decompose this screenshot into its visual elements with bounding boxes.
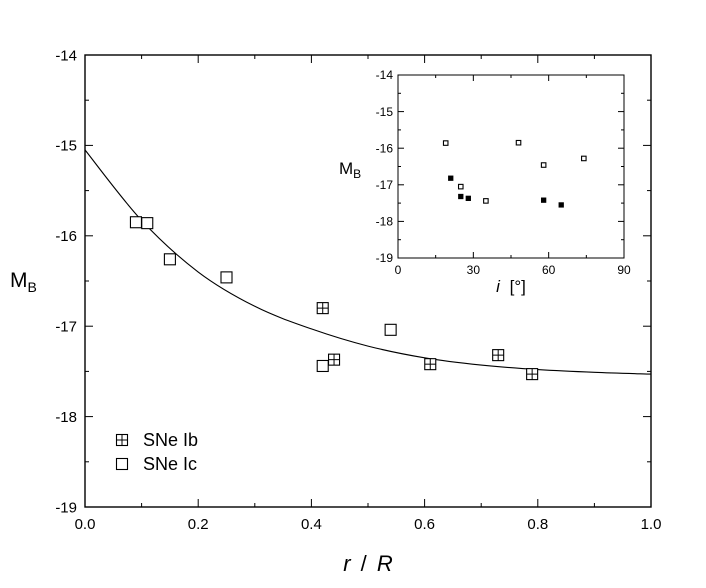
main-y-axis-title-sub: B bbox=[28, 279, 37, 295]
data-point-ib bbox=[492, 349, 505, 362]
data-point-ib bbox=[316, 302, 329, 315]
inset-y-axis-title-sub: B bbox=[353, 167, 361, 181]
y-tick-label: -17 bbox=[376, 178, 394, 192]
inset-data-points bbox=[442, 139, 587, 208]
legend-item-ib: SNe Ib bbox=[115, 430, 198, 450]
x-tick-label: 0.6 bbox=[414, 516, 435, 533]
data-point-ic bbox=[163, 253, 176, 266]
y-tick-label: -18 bbox=[376, 215, 394, 229]
inset-point-open bbox=[442, 140, 449, 146]
legend-marker-square-plus bbox=[115, 433, 129, 447]
x-tick-label: 0.2 bbox=[188, 516, 209, 533]
inset-point-open bbox=[540, 162, 547, 168]
y-tick-label: -15 bbox=[55, 138, 77, 155]
main-axis-ticks bbox=[84, 54, 652, 508]
main-y-axis-title-main: M bbox=[10, 269, 28, 292]
inset-point-filled bbox=[540, 197, 547, 203]
x-tick-label: 0.0 bbox=[75, 516, 96, 533]
y-tick-label: -16 bbox=[376, 141, 394, 155]
legend: SNe Ib SNe Ic bbox=[115, 430, 198, 474]
inset-point-filled bbox=[458, 193, 464, 200]
data-point-ic bbox=[129, 216, 142, 229]
y-tick-label: -14 bbox=[55, 47, 77, 64]
x-tick-label: 60 bbox=[542, 263, 556, 277]
main-data-points bbox=[129, 216, 539, 381]
y-tick-label: -16 bbox=[55, 228, 77, 245]
inset-point-filled bbox=[465, 195, 471, 201]
inset-y-tick-labels: -14 -15 -16 -17 -18 -19 bbox=[376, 68, 394, 265]
x-tick-label: 90 bbox=[617, 263, 631, 277]
y-tick-label: -14 bbox=[376, 68, 394, 82]
inset-plot: 0 30 60 90 -14 -15 -16 -17 -18 -19 i [°] MB bbox=[339, 68, 631, 296]
x-tick-label: 0.8 bbox=[527, 516, 548, 533]
x-tick-label: 30 bbox=[467, 263, 481, 277]
legend-label-ic: SNe Ic bbox=[143, 454, 197, 474]
legend-item-ic: SNe Ic bbox=[115, 454, 197, 474]
data-point-ib bbox=[526, 368, 539, 381]
inset-point-open bbox=[457, 183, 464, 190]
inset-y-axis-title: MB bbox=[339, 159, 361, 181]
inset-axis-ticks bbox=[397, 74, 625, 259]
data-point-ic bbox=[316, 359, 329, 373]
data-point-ib bbox=[327, 353, 341, 366]
inset-x-tick-labels: 0 30 60 90 bbox=[395, 263, 631, 277]
legend-marker-open-square bbox=[115, 457, 129, 471]
data-point-ib bbox=[424, 358, 437, 371]
y-tick-label: -17 bbox=[55, 318, 77, 335]
x-tick-label: 0 bbox=[395, 263, 402, 277]
x-tick-label: 0.4 bbox=[301, 516, 322, 533]
y-tick-label: -18 bbox=[55, 409, 77, 426]
inset-point-open bbox=[483, 198, 489, 204]
y-tick-label: -15 bbox=[376, 105, 394, 119]
inset-x-axis-title-var: i bbox=[496, 277, 501, 296]
y-tick-label: -19 bbox=[376, 251, 394, 265]
fit-curve bbox=[84, 149, 652, 375]
main-x-axis-title-var: r bbox=[343, 551, 352, 576]
y-tick-label: -19 bbox=[55, 499, 77, 516]
inset-point-open bbox=[581, 155, 587, 162]
x-tick-label: 1.0 bbox=[641, 516, 662, 533]
inset-point-filled bbox=[448, 175, 454, 181]
main-x-axis-title: r / R bbox=[343, 551, 393, 576]
inset-point-open bbox=[515, 139, 522, 146]
data-point-ic bbox=[141, 217, 154, 230]
legend-marker-ic bbox=[115, 457, 129, 471]
legend-marker-ib bbox=[115, 433, 129, 447]
inset-point-filled bbox=[558, 202, 564, 208]
main-x-tick-labels: 0.0 0.2 0.4 0.6 0.8 1.0 bbox=[75, 516, 662, 533]
main-x-axis-title-slash: / bbox=[361, 551, 368, 576]
inset-y-axis-title-main: M bbox=[339, 159, 353, 178]
main-y-axis-title: MB bbox=[10, 269, 37, 295]
legend-label-ib: SNe Ib bbox=[143, 430, 198, 450]
data-point-ic bbox=[220, 271, 233, 284]
inset-x-axis-title: i [°] bbox=[496, 277, 526, 296]
main-y-tick-labels: -14 -15 -16 -17 -18 -19 bbox=[55, 47, 77, 516]
data-point-ic bbox=[384, 323, 397, 336]
inset-plot-frame bbox=[397, 74, 625, 259]
main-x-axis-title-var2: R bbox=[377, 551, 393, 576]
inset-x-axis-title-unit: [°] bbox=[510, 277, 526, 296]
main-plot: 0.0 0.2 0.4 0.6 0.8 1.0 -14 -15 -16 -17 -18 -19 r … bbox=[10, 47, 661, 576]
